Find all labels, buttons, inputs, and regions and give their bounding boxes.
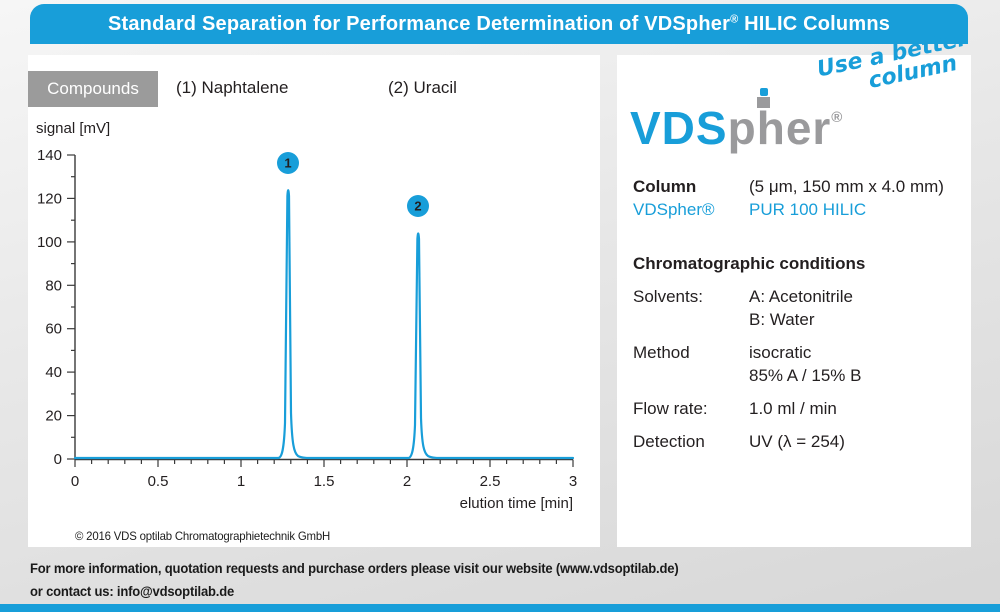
peak-1-circle bbox=[277, 152, 299, 174]
peak-marker-2: 2 bbox=[407, 195, 429, 217]
solvents-label: Solvents: bbox=[633, 287, 703, 306]
logo-vds: VDS bbox=[630, 102, 728, 154]
copyright-notice: © 2016 VDS optilab Chromatographietechni… bbox=[75, 529, 331, 543]
logo-registered-mark: ® bbox=[831, 109, 843, 126]
footer-info-line: For more information, quotation requests… bbox=[30, 560, 679, 576]
logo-h: h bbox=[756, 102, 786, 154]
column-brand: VDSpher® bbox=[633, 200, 715, 219]
x-axis-tick-labels: 0 0.5 1 1.5 2 2.5 3 bbox=[71, 473, 577, 490]
svg-text:120: 120 bbox=[37, 190, 62, 207]
svg-text:1.5: 1.5 bbox=[314, 473, 335, 490]
svg-text:0.5: 0.5 bbox=[148, 473, 169, 490]
solvent-a: A: Acetonitrile bbox=[749, 287, 853, 306]
svg-text:140: 140 bbox=[37, 147, 62, 164]
column-spec: (5 μm, 150 mm x 4.0 mm) bbox=[749, 177, 944, 196]
method-ratio: 85% A / 15% B bbox=[749, 366, 862, 385]
svg-text:100: 100 bbox=[37, 234, 62, 251]
svg-text:0: 0 bbox=[54, 451, 62, 468]
compounds-label: Compounds bbox=[47, 79, 139, 98]
footer-contact-line: or contact us: info@vdsoptilab.de bbox=[30, 583, 235, 599]
peak-1-number: 1 bbox=[284, 156, 291, 171]
svg-text:0: 0 bbox=[71, 473, 79, 490]
page-title-suffix: HILIC Columns bbox=[738, 12, 891, 35]
svg-text:20: 20 bbox=[45, 408, 62, 425]
svg-text:3: 3 bbox=[569, 473, 577, 490]
logo-h-column-icon: h bbox=[756, 88, 786, 154]
page-title: Standard Separation for Performance Dete… bbox=[108, 13, 890, 36]
title-banner: Standard Separation for Performance Dete… bbox=[30, 4, 968, 44]
svg-text:2: 2 bbox=[403, 473, 411, 490]
chromatogram-panel: Compounds (1) Naphtalene (2) Uracil sign… bbox=[28, 55, 600, 547]
compounds-header: Compounds bbox=[28, 71, 158, 107]
compound-item-naphtalene: (1) Naphtalene bbox=[176, 78, 289, 97]
y-axis-major-ticks bbox=[67, 154, 75, 460]
detection-value: UV (λ = 254) bbox=[749, 432, 845, 451]
solvent-b: B: Water bbox=[749, 310, 815, 329]
flow-rate-label: Flow rate: bbox=[633, 399, 708, 418]
x-axis-minor-ticks bbox=[90, 459, 558, 464]
svg-text:40: 40 bbox=[45, 364, 62, 381]
peak-2-number: 2 bbox=[414, 199, 421, 214]
method-value: isocratic bbox=[749, 343, 812, 362]
column-dot-icon bbox=[759, 88, 768, 96]
chromatogram-trace bbox=[73, 189, 575, 460]
flow-rate-value: 1.0 ml / min bbox=[749, 399, 837, 418]
registered-mark: ® bbox=[730, 12, 739, 25]
y-axis-minor-ticks bbox=[71, 176, 75, 438]
column-product: PUR 100 HILIC bbox=[749, 200, 867, 219]
bottom-accent-bar bbox=[0, 604, 1000, 612]
y-axis-tick-labels: 140 120 100 80 60 40 20 0 bbox=[37, 147, 62, 468]
logo-p: p bbox=[727, 102, 757, 154]
y-axis-title: signal [mV] bbox=[36, 120, 110, 137]
svg-text:60: 60 bbox=[45, 321, 62, 338]
method-label: Method bbox=[633, 343, 690, 362]
conditions-heading: Chromatographic conditions bbox=[633, 254, 866, 273]
column-cap-icon bbox=[756, 97, 770, 108]
svg-text:80: 80 bbox=[45, 277, 62, 294]
detection-label: Detection bbox=[633, 432, 705, 451]
svg-text:1: 1 bbox=[237, 473, 245, 490]
x-axis-title: elution time [min] bbox=[460, 495, 573, 512]
x-axis-major-ticks bbox=[74, 459, 574, 467]
peak-marker-1: 1 bbox=[277, 152, 299, 174]
page-title-main: Standard Separation for Performance Dete… bbox=[107, 12, 731, 35]
logo-er: er bbox=[785, 102, 832, 154]
compound-item-uracil: (2) Uracil bbox=[388, 78, 457, 97]
vdspher-logo: VDSp her® bbox=[630, 88, 842, 165]
product-info-panel: VDSp her® Use a better column Column (5 μ… bbox=[617, 26, 971, 547]
chromatogram-chart: signal [mV] bbox=[36, 120, 577, 512]
svg-text:2.5: 2.5 bbox=[480, 473, 501, 490]
peak-2-circle bbox=[407, 195, 429, 217]
column-label: Column bbox=[633, 177, 697, 196]
